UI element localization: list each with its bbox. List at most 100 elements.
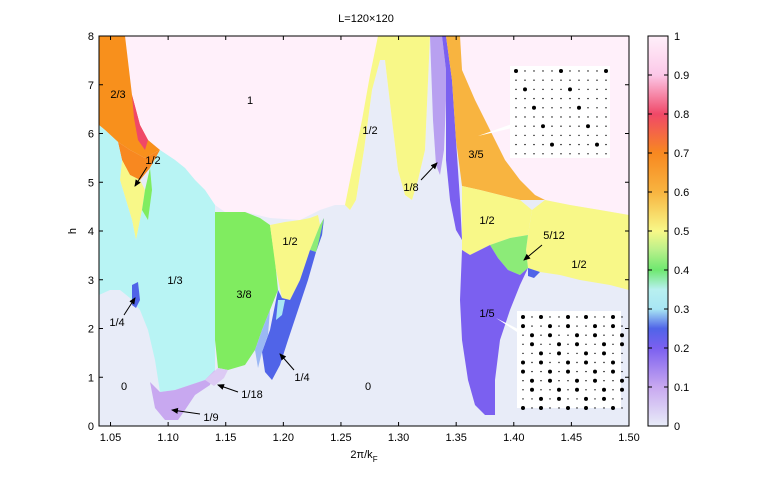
label-0-left: 0	[121, 381, 127, 393]
lattice-site	[603, 407, 605, 409]
lattice-site	[611, 406, 615, 410]
y-tick-label: 0	[88, 421, 94, 433]
lattice-site	[567, 343, 569, 345]
lattice-site	[605, 79, 607, 81]
x-tick-label: 1.25	[330, 432, 351, 444]
lattice-site	[539, 315, 543, 319]
lattice-site	[558, 361, 560, 364]
lattice-site	[557, 342, 561, 347]
lattice-site	[523, 87, 527, 92]
lattice-site	[578, 97, 580, 100]
lattice-site	[558, 316, 560, 318]
lattice-site	[605, 143, 607, 146]
lattice-site	[540, 334, 542, 336]
region-1-8	[430, 36, 446, 175]
label-1-8: 1/8	[403, 182, 418, 194]
x-tick-label: 1.45	[561, 432, 582, 444]
region-1-5	[460, 245, 528, 415]
lattice-site	[585, 325, 587, 327]
lattice-site	[549, 389, 551, 391]
label-1-2-right-upper: 1/2	[479, 215, 494, 227]
lattice-site	[542, 134, 544, 137]
lattice-site	[621, 316, 623, 318]
region-1-2-mid	[270, 215, 320, 300]
lattice-site	[587, 134, 589, 137]
lattice-site	[584, 351, 588, 356]
lattice-site	[584, 315, 588, 319]
lattice-site	[585, 343, 587, 345]
lattice-site	[548, 369, 552, 374]
lattice-site	[542, 107, 544, 109]
colorbar-tick-label: 0.9	[674, 70, 689, 82]
region-2-3	[99, 36, 160, 158]
lattice-site	[557, 396, 561, 401]
arrow-1-4-mid	[279, 353, 295, 371]
lattice-site	[603, 325, 605, 327]
lattice-site	[612, 352, 614, 355]
lattice-site	[578, 153, 580, 155]
inset-pointer-top	[478, 124, 512, 136]
lattice-site	[587, 153, 589, 155]
lattice-site	[539, 351, 543, 356]
region-1-5-edge	[528, 268, 540, 278]
annotation-arrows	[123, 162, 543, 415]
lattice-site	[569, 153, 571, 155]
lattice-site	[603, 316, 605, 318]
region-blue-strip	[442, 36, 462, 240]
lattice-site	[587, 107, 589, 109]
x-tick-label: 1.30	[388, 432, 409, 444]
lattice-site	[549, 343, 551, 345]
lattice-site	[521, 360, 525, 365]
lattice-site	[605, 116, 607, 118]
region-3-5	[446, 36, 545, 200]
lattice-site	[541, 124, 545, 129]
lattice-site	[612, 334, 614, 336]
arrow-5-12	[523, 244, 543, 261]
region-orange-small	[118, 142, 160, 180]
lattice-site	[611, 315, 615, 319]
lattice-site	[566, 369, 570, 374]
lattice-site	[578, 70, 580, 72]
lattice-site	[566, 315, 570, 319]
lattice-site	[524, 79, 526, 81]
lattice-site	[612, 380, 614, 382]
lattice-site	[560, 107, 562, 109]
label-1-9: 1/9	[203, 412, 218, 424]
lattice-site	[621, 407, 623, 409]
label-1-2-top: 1/2	[362, 125, 377, 137]
lattice-site	[551, 70, 553, 72]
y-tick-label: 3	[88, 275, 94, 287]
lattice-site	[576, 352, 578, 355]
lattice-site	[560, 143, 562, 146]
colorbar-tick-label: 0.8	[674, 109, 689, 121]
chart-title: L=120×120	[338, 13, 394, 25]
lattice-site	[522, 389, 524, 391]
lattice-site	[524, 143, 526, 146]
colorbar-tick-label: 1	[674, 31, 680, 43]
lattice-site	[569, 143, 571, 146]
lattice-site	[557, 387, 561, 392]
inset-lattice-bottom	[517, 311, 624, 410]
y-tick-label: 5	[88, 177, 94, 189]
region-green-mid	[310, 218, 324, 252]
lattice-site	[578, 79, 580, 81]
lattice-site	[593, 378, 597, 383]
region-cyan-mid	[276, 300, 285, 320]
label-1-2-mid: 1/2	[282, 236, 297, 248]
lattice-site	[567, 380, 569, 382]
colorbar-tick-label: 0.7	[674, 148, 689, 160]
colorbar: 0 0.1 0.2 0.3 0.4 0.5 0.6 0.7 0.8 0.9 1	[647, 31, 689, 433]
lattice-site	[515, 79, 517, 81]
label-2-3: 2/3	[110, 89, 125, 101]
lattice-site	[587, 70, 589, 72]
lattice-site	[594, 389, 596, 391]
lattice-site	[584, 396, 588, 401]
lattice-site	[596, 153, 598, 155]
label-1-5: 1/5	[479, 308, 494, 320]
lattice-site	[542, 116, 544, 118]
lattice-site	[620, 387, 624, 392]
lattice-site	[521, 315, 525, 319]
arrow-1-2-left	[134, 166, 148, 187]
lattice-site	[584, 406, 588, 410]
